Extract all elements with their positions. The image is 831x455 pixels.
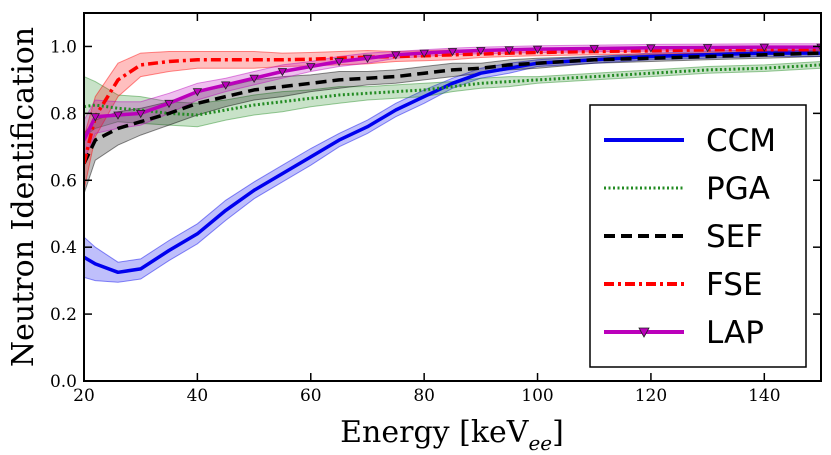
band-fse xyxy=(84,46,821,191)
marker-lap xyxy=(164,99,174,109)
plot-frame xyxy=(83,12,822,382)
y-axis-title: Neutron Identification xyxy=(6,27,41,367)
x-axis-title-main: Energy [keV xyxy=(340,415,530,450)
marker-lap xyxy=(362,54,373,64)
band-lap xyxy=(84,43,821,161)
marker-lap xyxy=(113,111,123,120)
line-sef xyxy=(84,51,821,165)
marker-lap xyxy=(476,47,486,56)
legend-label-sef: SEF xyxy=(706,219,763,255)
y-tick-label: 0.6 xyxy=(50,171,77,191)
band-sef xyxy=(84,49,821,194)
marker-lap xyxy=(391,51,401,60)
marker-lap xyxy=(702,44,713,53)
marker-lap xyxy=(447,48,458,57)
marker-lap xyxy=(277,68,288,77)
x-tick-label: 20 xyxy=(73,386,95,406)
marker-lap xyxy=(192,88,203,97)
legend-label-ccm: CCM xyxy=(706,123,776,159)
marker-lap xyxy=(249,74,259,84)
x-axis-title: Energy [keVee] xyxy=(340,415,564,455)
x-tick-label: 80 xyxy=(413,386,435,406)
y-tick-label: 0.4 xyxy=(50,238,77,258)
marker-lap xyxy=(90,113,100,122)
marker-lap xyxy=(759,43,769,52)
x-axis-title-suffix: ] xyxy=(552,415,564,450)
marker-lap xyxy=(419,49,429,58)
x-axis-title-subscript: ee xyxy=(528,431,552,455)
line-pga xyxy=(84,63,821,117)
series-markers xyxy=(90,43,821,122)
y-tick-label: 0.8 xyxy=(50,104,77,124)
y-tick-label: 1.0 xyxy=(50,37,77,57)
legend-label-lap: LAP xyxy=(706,315,764,351)
marker-lap xyxy=(532,45,543,54)
marker-lap xyxy=(221,81,231,90)
legend-label-pga: PGA xyxy=(706,171,770,207)
marker-lap xyxy=(334,58,344,67)
legend-label-fse: FSE xyxy=(706,267,763,303)
x-tick-label: 40 xyxy=(187,386,209,406)
legend: CCM PGA SEF FSE LAP xyxy=(589,104,807,368)
marker-lap xyxy=(589,45,599,54)
marker-lap xyxy=(504,46,514,55)
x-tick-label: 100 xyxy=(521,386,553,406)
marker-lap xyxy=(136,110,146,119)
y-tick-label: 0.2 xyxy=(50,305,77,325)
x-tick-label: 120 xyxy=(635,386,667,406)
y-tick-label: 0.0 xyxy=(50,372,77,392)
marker-lap xyxy=(646,44,656,53)
legend-marker-lap xyxy=(638,327,650,338)
marker-lap xyxy=(306,63,316,72)
axis-ticks: 20 40 60 80 100 120 140 0.0 0.2 0.4 0.6 0.8 1.0 xyxy=(50,13,821,406)
x-tick-label: 140 xyxy=(748,386,780,406)
x-tick-label: 60 xyxy=(300,386,322,406)
